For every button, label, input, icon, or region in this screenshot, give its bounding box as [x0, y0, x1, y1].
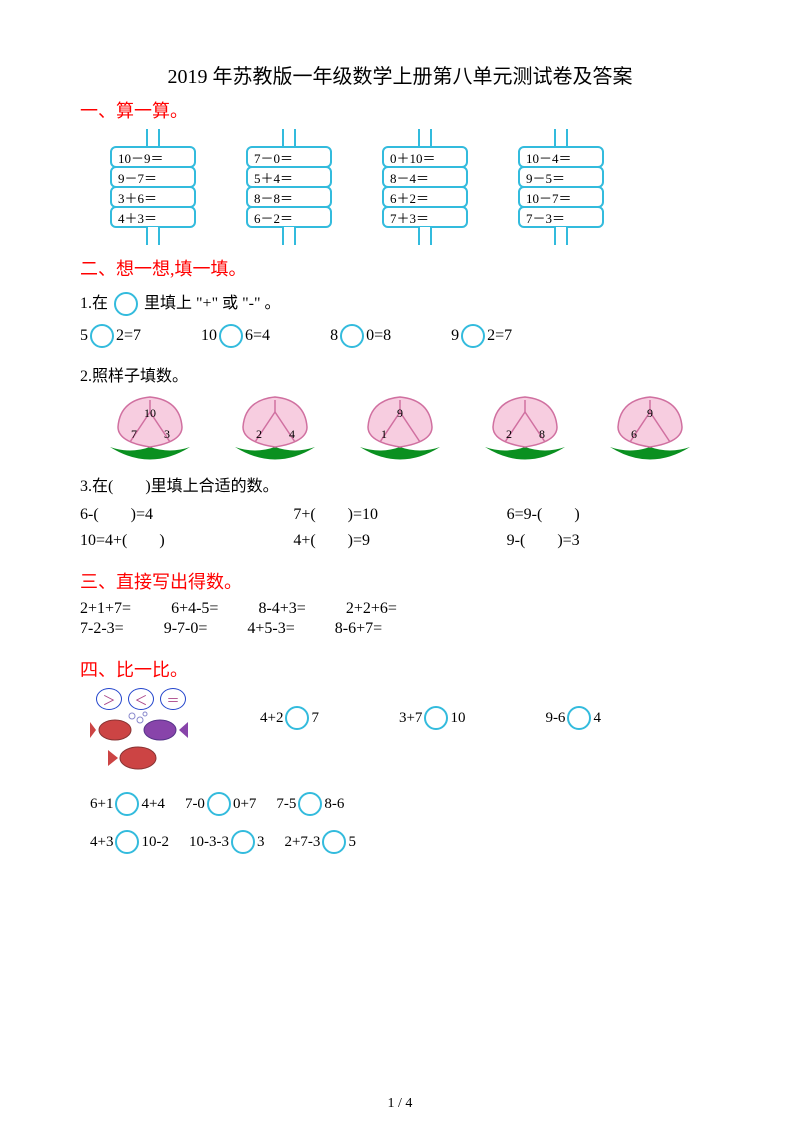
compare-item: 3+710: [399, 706, 465, 730]
abacus-cell: 0＋10＝: [382, 146, 468, 168]
abacus-cell: 7－0＝: [246, 146, 332, 168]
calc-item: 9-7-0=: [164, 620, 208, 638]
circle-icon: [340, 324, 364, 348]
compare-item: 4+27: [260, 706, 319, 730]
fill-blank-item: 7+( )=10: [293, 500, 506, 524]
peach-figure: 2 4: [225, 392, 325, 462]
abacus-cell: 6＋2＝: [382, 186, 468, 208]
abacus-container: 10－9＝9－7＝3＋6＝4＋3＝7－0＝5＋4＝8－8＝6－2＝0＋10＝8－…: [80, 129, 720, 245]
circle-icon: [567, 706, 591, 730]
circle-icon: [231, 830, 255, 854]
abacus-stack: 7－0＝5＋4＝8－8＝6－2＝: [246, 129, 332, 245]
fish-icon: [90, 688, 200, 778]
abacus-cell: 4＋3＝: [110, 206, 196, 228]
abacus-cell: 8－4＝: [382, 166, 468, 188]
fill-blank-item: 6=9-( ): [507, 500, 720, 524]
abacus-cell: 9－7＝: [110, 166, 196, 188]
calc-item: 8-6+7=: [335, 620, 382, 638]
circle-icon: [90, 324, 114, 348]
q2-1-suffix: 里填上 "+" 或 "-" 。: [144, 295, 280, 312]
fill-op-item: 106=4: [201, 324, 270, 348]
compare-item: 9-64: [545, 706, 601, 730]
q2-3-row1: 6-( )=47+( )=106=9-( ): [80, 500, 720, 524]
circle-icon: [298, 792, 322, 816]
abacus-cell: 7＋3＝: [382, 206, 468, 228]
fill-op-item: 80=8: [330, 324, 391, 348]
fill-op-item: 92=7: [451, 324, 512, 348]
q2-2-label: 2.照样子填数。: [80, 362, 720, 386]
compare-item: 2+7-35: [284, 830, 355, 854]
abacus-cell: 3＋6＝: [110, 186, 196, 208]
circle-icon: [285, 706, 309, 730]
circle-icon: [114, 292, 138, 316]
page-footer: 1 / 4: [0, 1096, 800, 1112]
peach-figure: 10 7 3: [100, 392, 200, 462]
fill-blank-item: 4+( )=9: [293, 526, 506, 550]
calc-item: 7-2-3=: [80, 620, 124, 638]
compare-item: 7-58-6: [276, 792, 344, 816]
calc-item: 8-4+3=: [258, 600, 305, 618]
fill-blank-item: 10=4+( ): [80, 526, 293, 550]
abacus-stack: 10－9＝9－7＝3＋6＝4＋3＝: [110, 129, 196, 245]
compare-line-2: 6+14+4 7-00+7 7-58-6: [90, 792, 720, 816]
abacus-cell: 5＋4＝: [246, 166, 332, 188]
calc-item: 6+4-5=: [171, 600, 218, 618]
abacus-cell: 10－9＝: [110, 146, 196, 168]
q2-1-items: 52=7 106=4 80=8 92=7: [80, 324, 720, 348]
peach-figure: 9 1: [350, 392, 450, 462]
circle-icon: [219, 324, 243, 348]
q2-1-label: 1.在 里填上 "+" 或 "-" 。: [80, 289, 720, 316]
abacus-cell: 9－5＝: [518, 166, 604, 188]
abacus-cell: 10－7＝: [518, 186, 604, 208]
abacus-cell: 10－4＝: [518, 146, 604, 168]
compare-item: 7-00+7: [185, 792, 256, 816]
q2-3-row2: 10=4+( )4+( )=99-( )=3: [80, 526, 720, 550]
circle-icon: [424, 706, 448, 730]
compare-item: 10-3-33: [189, 830, 265, 854]
abacus-cell: 6－2＝: [246, 206, 332, 228]
section1-header: 一、算一算。: [80, 97, 720, 123]
s3-row1: 2+1+7= 6+4-5= 8-4+3= 2+2+6=: [80, 600, 720, 618]
circle-icon: [322, 830, 346, 854]
circle-icon: [461, 324, 485, 348]
peach-figure: 2 8: [475, 392, 575, 462]
peach-figure: 9 6: [600, 392, 700, 462]
fish-figure: ＞ ＜ ＝: [90, 688, 200, 778]
q2-1-prefix: 1.在: [80, 295, 108, 312]
abacus-stack: 10－4＝9－5＝10－7＝7－3＝: [518, 129, 604, 245]
compare-line-3: 4+310-2 10-3-33 2+7-35: [90, 830, 720, 854]
circle-icon: [207, 792, 231, 816]
compare-line-1: 4+27 3+710 9-64: [260, 706, 720, 730]
fill-op-item: 52=7: [80, 324, 141, 348]
calc-item: 4+5-3=: [247, 620, 294, 638]
compare-item: 4+310-2: [90, 830, 169, 854]
abacus-cell: 8－8＝: [246, 186, 332, 208]
circle-icon: [115, 830, 139, 854]
page-title: 2019 年苏教版一年级数学上册第八单元测试卷及答案: [80, 60, 720, 89]
fill-blank-item: 9-( )=3: [507, 526, 720, 550]
peach-row: 10 7 3 2 4 9 1 2 8: [80, 392, 720, 462]
section3-header: 三、直接写出得数。: [80, 568, 720, 594]
s3-row2: 7-2-3= 9-7-0= 4+5-3= 8-6+7=: [80, 620, 720, 638]
section4-header: 四、比一比。: [80, 656, 720, 682]
q2-3-label: 3.在( )里填上合适的数。: [80, 472, 720, 496]
calc-item: 2+1+7=: [80, 600, 131, 618]
calc-item: 2+2+6=: [346, 600, 397, 618]
circle-icon: [115, 792, 139, 816]
section2-header: 二、想一想,填一填。: [80, 255, 720, 281]
fill-blank-item: 6-( )=4: [80, 500, 293, 524]
abacus-stack: 0＋10＝8－4＝6＋2＝7＋3＝: [382, 129, 468, 245]
compare-item: 6+14+4: [90, 792, 165, 816]
abacus-cell: 7－3＝: [518, 206, 604, 228]
